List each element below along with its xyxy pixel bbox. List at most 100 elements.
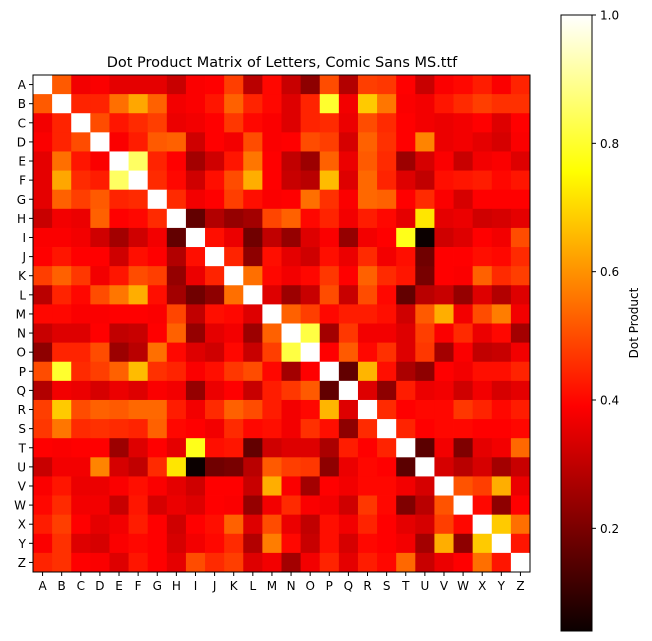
- x-tick-label: O: [305, 579, 314, 593]
- y-tick-label: S: [18, 422, 26, 436]
- heatmap-cell: [415, 304, 435, 324]
- heatmap-cell: [90, 189, 110, 210]
- heatmap-cell: [510, 285, 531, 305]
- heatmap-cell: [281, 514, 302, 535]
- heatmap-cell: [491, 361, 512, 382]
- heatmap-cell: [300, 342, 321, 363]
- heatmap-cell: [319, 380, 340, 401]
- heatmap-cell: [243, 208, 263, 229]
- heatmap-cell: [90, 227, 110, 248]
- heatmap-cell: [166, 438, 187, 458]
- heatmap-cell: [491, 266, 512, 286]
- heatmap-cell: [109, 208, 129, 229]
- heatmap-cell: [33, 533, 53, 554]
- heatmap-cell: [243, 132, 263, 152]
- heatmap-cell: [52, 132, 72, 152]
- heatmap-cell: [377, 533, 397, 554]
- heatmap-cell: [205, 380, 225, 401]
- y-tick-label: V: [18, 479, 27, 493]
- heatmap-cell: [166, 552, 187, 573]
- heatmap-cell: [472, 189, 493, 210]
- heatmap-cell: [128, 247, 149, 267]
- heatmap-cell: [224, 94, 244, 114]
- heatmap-cell: [281, 170, 302, 191]
- heatmap-cell: [33, 189, 53, 210]
- heatmap-cell: [319, 457, 340, 477]
- heatmap-cell: [415, 342, 435, 363]
- heatmap-cell: [415, 399, 435, 420]
- heatmap-cell: [396, 266, 416, 286]
- heatmap-cell: [166, 495, 187, 516]
- y-tick-label: R: [18, 403, 26, 417]
- heatmap-cell: [281, 132, 302, 152]
- heatmap-cell: [434, 75, 454, 95]
- heatmap-cell: [396, 208, 416, 229]
- heatmap-cell: [128, 75, 149, 95]
- heatmap-cell: [377, 380, 397, 401]
- heatmap-cell: [300, 380, 321, 401]
- heatmap-cell: [71, 419, 91, 439]
- heatmap-cell: [205, 438, 225, 458]
- heatmap-cell: [185, 495, 206, 516]
- heatmap-cell: [491, 170, 512, 191]
- x-tick-label: R: [363, 579, 371, 593]
- heatmap-cell: [453, 457, 474, 477]
- heatmap-cell: [357, 189, 378, 210]
- heatmap-cell: [300, 285, 321, 305]
- colorbar-tick-label: 0.6: [600, 265, 619, 279]
- heatmap-cell: [434, 189, 454, 210]
- heatmap-cells: [33, 75, 531, 573]
- heatmap-cell: [377, 113, 397, 133]
- heatmap-cell: [453, 304, 474, 324]
- heatmap-cell: [300, 419, 321, 439]
- heatmap-cell: [262, 438, 282, 458]
- heatmap-cell: [338, 266, 359, 286]
- y-tick-label: H: [17, 212, 26, 226]
- heatmap-cell: [243, 361, 263, 382]
- heatmap-cell: [90, 247, 110, 267]
- heatmap-cell: [166, 533, 187, 554]
- heatmap-cell: [243, 113, 263, 133]
- heatmap-cell: [166, 75, 187, 95]
- heatmap-cell: [33, 227, 53, 248]
- heatmap-cell: [491, 514, 512, 535]
- heatmap-cell: [510, 94, 531, 114]
- heatmap-cell: [319, 304, 340, 324]
- heatmap-cell: [166, 113, 187, 133]
- heatmap-cell: [33, 170, 53, 191]
- heatmap-cell: [510, 380, 531, 401]
- heatmap-cell: [434, 323, 454, 344]
- heatmap-cell: [396, 151, 416, 171]
- heatmap-cell: [71, 438, 91, 458]
- heatmap-cell: [109, 285, 129, 305]
- heatmap-cell: [33, 380, 53, 401]
- heatmap-cell: [33, 208, 53, 229]
- heatmap-cell: [357, 361, 378, 382]
- heatmap-cell: [262, 323, 282, 344]
- heatmap-cell: [415, 476, 435, 496]
- heatmap-cell: [338, 514, 359, 535]
- heatmap-cell: [243, 438, 263, 458]
- heatmap-cell: [224, 247, 244, 267]
- heatmap-cell: [357, 208, 378, 229]
- heatmap-cell: [109, 132, 129, 152]
- heatmap-cell: [300, 361, 321, 382]
- heatmap-cell: [185, 94, 206, 114]
- heatmap-cell: [205, 227, 225, 248]
- heatmap-cell: [300, 189, 321, 210]
- heatmap-cell: [185, 457, 206, 477]
- heatmap-cell: [300, 399, 321, 420]
- heatmap-cell: [52, 380, 72, 401]
- heatmap-cell: [243, 151, 263, 171]
- heatmap-cell: [338, 380, 359, 401]
- heatmap-cell: [128, 304, 149, 324]
- heatmap-cell: [357, 323, 378, 344]
- heatmap-cell: [224, 342, 244, 363]
- heatmap-cell: [319, 75, 340, 95]
- heatmap-cell: [472, 285, 493, 305]
- heatmap-cell: [224, 419, 244, 439]
- y-tick-label: U: [17, 460, 26, 474]
- heatmap-cell: [262, 266, 282, 286]
- heatmap-cell: [415, 132, 435, 152]
- y-tick-label: G: [17, 193, 26, 207]
